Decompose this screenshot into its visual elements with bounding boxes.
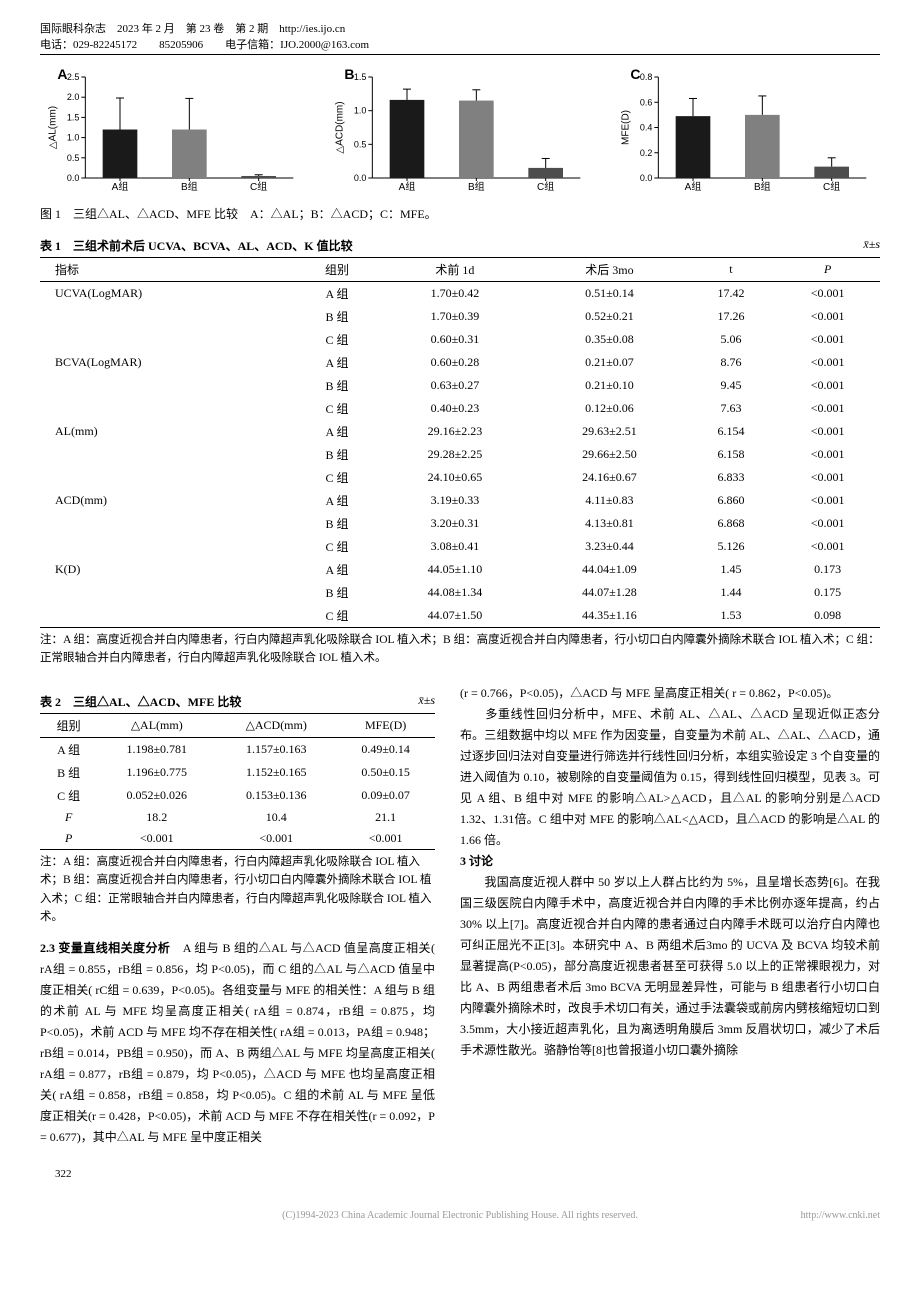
page-number: 322 [40, 1168, 880, 1180]
section-3-body: 我国高度近视人群中 50 岁以上人群占比约为 5%，且呈增长态势[6]。在我国三… [460, 875, 880, 1057]
svg-text:1.5: 1.5 [353, 72, 366, 82]
svg-text:B组: B组 [754, 180, 771, 193]
right-para-1: (r = 0.766，P<0.05)，△ACD 与 MFE 呈高度正相关( r … [460, 683, 880, 704]
figure-1-charts: A0.00.51.01.52.02.5△AL(mm)A组B组C组 B0.00.5… [40, 65, 880, 200]
table2-unit: x̄±s [418, 693, 435, 710]
svg-text:0.5: 0.5 [353, 139, 366, 149]
svg-text:1.0: 1.0 [353, 106, 366, 116]
table-2: 组别△AL(mm)△ACD(mm)MFE(D) A 组1.198±0.7811.… [40, 713, 435, 850]
figure-1-caption: 图 1 三组△AL、△ACD、MFE 比较 A：△AL；B：△ACD；C：MFE… [40, 205, 880, 222]
section-3-head: 3 讨论 [460, 854, 493, 868]
footer-copyright: (C)1994-2023 China Academic Journal Elec… [282, 1210, 638, 1221]
svg-text:C组: C组 [823, 180, 840, 193]
svg-text:A组: A组 [685, 180, 702, 193]
svg-text:B组: B组 [181, 180, 198, 193]
section-2-3: 2.3 变量直线相关度分析 A 组与 B 组的△AL 与△ACD 值呈高度正相关… [40, 938, 435, 1148]
svg-text:△AL(mm): △AL(mm) [47, 106, 58, 149]
svg-text:0.6: 0.6 [640, 97, 653, 107]
chart-B: B0.00.51.01.5△ACD(mm)A组B组C组 [327, 65, 594, 200]
chart-A: A0.00.51.01.52.02.5△AL(mm)A组B组C组 [40, 65, 307, 200]
table1-title-text: 表 1 三组术前术后 UCVA、BCVA、AL、ACD、K 值比较 [40, 237, 353, 254]
svg-text:1.0: 1.0 [67, 133, 80, 143]
svg-text:A组: A组 [112, 180, 129, 193]
page-footer: (C)1994-2023 China Academic Journal Elec… [40, 1210, 880, 1221]
footer-url: http://www.cnki.net [801, 1210, 880, 1221]
journal-header: 国际眼科杂志 2023 年 2 月 第 23 卷 第 2 期 http://ie… [40, 20, 880, 55]
table2-note: 注：A 组：高度近视合并白内障患者，行白内障超声乳化吸除联合 IOL 植入术；B… [40, 853, 435, 927]
svg-text:1.5: 1.5 [67, 112, 80, 122]
svg-text:0.0: 0.0 [67, 173, 80, 183]
svg-text:0.0: 0.0 [640, 173, 653, 183]
table1-unit: x̄±s [863, 237, 880, 254]
header-line2: 电话：029-82245172 85205906 电子信箱：IJO.2000@1… [40, 36, 880, 52]
svg-text:0.8: 0.8 [640, 72, 653, 82]
svg-text:C组: C组 [537, 180, 554, 193]
table2-title: 表 2 三组△AL、△ACD、MFE 比较 x̄±s [40, 693, 435, 710]
svg-text:B组: B组 [468, 180, 485, 193]
table-1: 指标组别术前 1d术后 3motP UCVA(LogMAR)A 组1.70±0.… [40, 257, 880, 628]
svg-text:0.4: 0.4 [640, 123, 653, 133]
svg-text:2.0: 2.0 [67, 92, 80, 102]
header-line1: 国际眼科杂志 2023 年 2 月 第 23 卷 第 2 期 http://ie… [40, 20, 880, 36]
table2-title-text: 表 2 三组△AL、△ACD、MFE 比较 [40, 693, 241, 710]
svg-text:0.2: 0.2 [640, 148, 653, 158]
svg-text:MFE(D): MFE(D) [621, 110, 632, 145]
svg-text:△ACD(mm): △ACD(mm) [334, 101, 345, 153]
section-2-3-body: A 组与 B 组的△AL 与△ACD 值呈高度正相关( rA组 = 0.855，… [40, 941, 435, 1144]
table1-note: 注：A 组：高度近视合并白内障患者，行白内障超声乳化吸除联合 IOL 植入术；B… [40, 631, 880, 668]
svg-text:2.5: 2.5 [67, 72, 80, 82]
chart-C: C0.00.20.40.60.8MFE(D)A组B组C组 [613, 65, 880, 200]
svg-text:A组: A组 [398, 180, 415, 193]
svg-text:C组: C组 [250, 180, 267, 193]
section-2-3-head: 2.3 变量直线相关度分析 [40, 941, 170, 955]
right-para-2: 多重线性回归分析中，MFE、术前 AL、△AL、△ACD 呈现近似正态分布。三组… [460, 704, 880, 851]
table1-title: 表 1 三组术前术后 UCVA、BCVA、AL、ACD、K 值比较 x̄±s [40, 237, 880, 254]
svg-text:0.5: 0.5 [67, 153, 80, 163]
svg-text:0.0: 0.0 [353, 173, 366, 183]
section-3: 3 讨论 我国高度近视人群中 50 岁以上人群占比约为 5%，且呈增长态势[6]… [460, 851, 880, 1061]
